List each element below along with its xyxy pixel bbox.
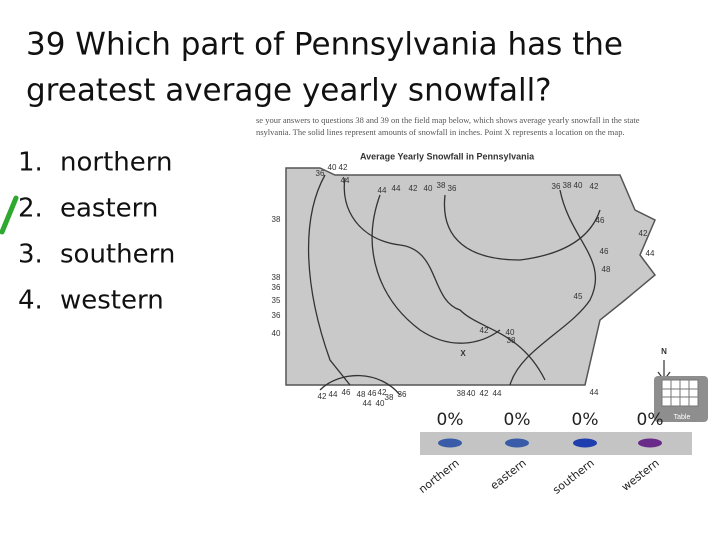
map-label: 38 — [437, 181, 446, 190]
map-label: 40 — [467, 389, 476, 398]
map-label: 40 — [424, 184, 433, 193]
map-label: 45 — [574, 292, 583, 301]
contour — [319, 374, 401, 396]
map-label: 38 — [563, 181, 572, 190]
map-label: 42 — [480, 326, 489, 335]
map-label: 42 — [318, 392, 327, 401]
map-label: 42 — [378, 388, 387, 397]
option-text: northern — [60, 148, 172, 178]
map-label: 44 — [392, 184, 401, 193]
value-label: 0% — [504, 410, 531, 430]
table-icon-label[interactable]: Table — [674, 414, 691, 421]
map-label: 44 — [493, 389, 502, 398]
map-label: X — [460, 349, 466, 358]
contour — [443, 194, 601, 261]
map-label: 36 — [398, 390, 407, 399]
poll-bar — [573, 438, 597, 448]
poll-bar — [438, 438, 462, 448]
table-icon-lines — [662, 380, 698, 406]
value-label: 0% — [637, 410, 664, 430]
contour — [307, 174, 351, 386]
map-label: 44 — [341, 176, 350, 185]
state-outline — [285, 167, 657, 386]
option-number: 1. — [18, 148, 43, 178]
map-label: 36 — [552, 182, 561, 191]
options: 1. northern 2. eastern 3. southern 4. western — [18, 148, 175, 316]
option-number: 4. — [18, 286, 43, 316]
poll-base — [420, 432, 692, 455]
question-title: 39 Which part of Pennsylvania has the — [26, 27, 623, 63]
map-label: 44 — [329, 390, 338, 399]
map-label: 48 — [602, 265, 611, 274]
option-text: southern — [60, 240, 175, 270]
question-title: greatest average yearly snowfall? — [26, 73, 552, 109]
map-label: 40 — [574, 181, 583, 190]
contour — [509, 189, 597, 386]
map-title: Average Yearly Snowfall in Pennsylvania — [360, 151, 535, 161]
map-label: 40 — [328, 163, 337, 172]
map-label: 46 — [600, 247, 609, 256]
map-label: 46 — [342, 388, 351, 397]
poll-bar — [638, 438, 662, 448]
map-label: 44 — [590, 388, 599, 397]
contour — [343, 177, 546, 381]
map-label: 38 — [457, 389, 466, 398]
map-label: 40 — [376, 399, 385, 408]
map-label: 44 — [646, 249, 655, 258]
map-label: 38 — [507, 336, 516, 345]
category-label: southern — [550, 456, 596, 496]
map-label: 35 — [272, 296, 281, 305]
map-caption: nsylvania. The solid lines represent amo… — [256, 127, 625, 137]
category-label: western — [619, 456, 662, 493]
value-label: 0% — [572, 410, 599, 430]
map-label: 46 — [368, 389, 377, 398]
contour — [371, 194, 501, 344]
category-label: northern — [416, 456, 462, 496]
map-label: N — [661, 347, 667, 356]
map-label: 36 — [272, 283, 281, 292]
map-figure: se your answers to questions 38 and 39 o… — [256, 115, 671, 408]
map-label: 46 — [596, 216, 605, 225]
map-label: 42 — [409, 184, 418, 193]
map-label: 48 — [357, 390, 366, 399]
option-text: eastern — [60, 194, 158, 224]
map-label: 38 — [272, 215, 281, 224]
map-label: 42 — [639, 229, 648, 238]
map-caption: se your answers to questions 38 and 39 o… — [256, 115, 640, 125]
map-label: 42 — [480, 389, 489, 398]
map-label: 36 — [448, 184, 457, 193]
map-label: 36 — [316, 169, 325, 178]
option-number: 3. — [18, 240, 43, 270]
map-label: 36 — [272, 311, 281, 320]
map-label: 44 — [363, 399, 372, 408]
poll-bar — [505, 438, 529, 448]
map-label: 42 — [590, 182, 599, 191]
category-label: eastern — [488, 456, 529, 492]
checkmark — [0, 195, 19, 235]
map-label: 42 — [339, 163, 348, 172]
map-label: 38 — [385, 393, 394, 402]
map-label: 40 — [506, 328, 515, 337]
option-number: 2. — [18, 194, 43, 224]
map-label: 40 — [272, 329, 281, 338]
option-text: western — [60, 286, 164, 316]
map-label: 38 — [272, 273, 281, 282]
map-label: 44 — [378, 186, 387, 195]
value-label: 0% — [437, 410, 464, 430]
